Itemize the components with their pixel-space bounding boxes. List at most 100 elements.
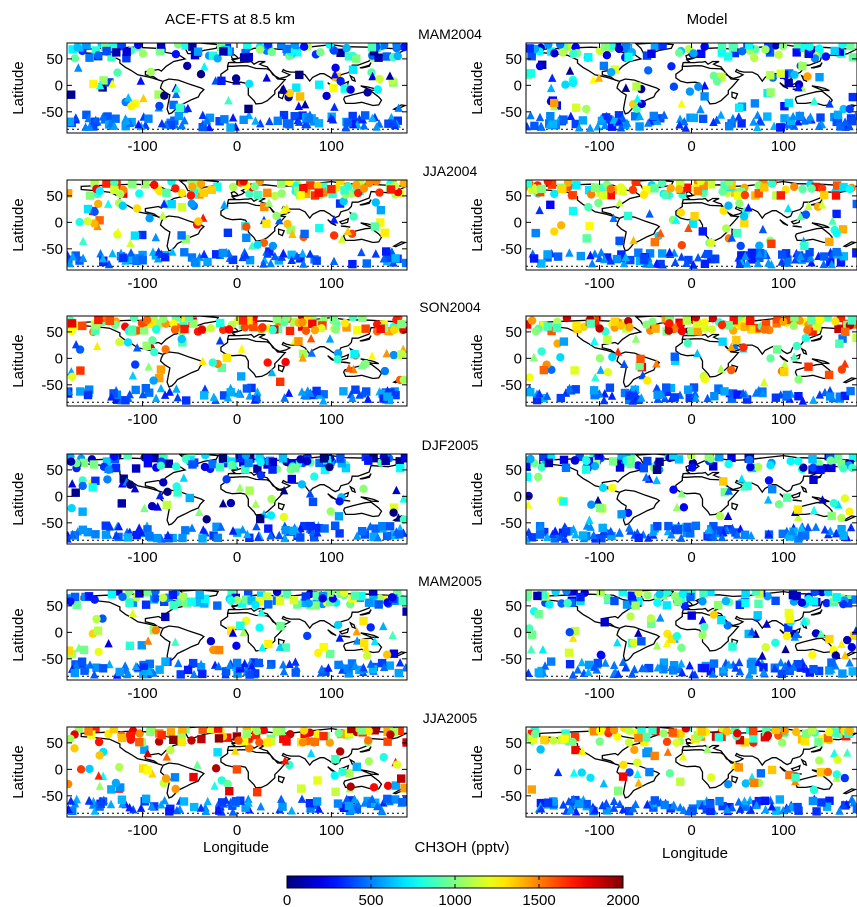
data-point-triangle	[279, 248, 288, 258]
data-point-triangle	[351, 660, 360, 670]
data-point-square	[841, 327, 850, 337]
y-tick-label: 0	[55, 488, 63, 505]
data-point-triangle	[708, 669, 718, 678]
data-point-square	[836, 258, 846, 267]
data-point-circle	[709, 610, 719, 619]
data-point-circle	[163, 487, 172, 496]
data-point-triangle	[78, 253, 88, 262]
data-point-triangle	[620, 359, 629, 368]
data-point-circle	[159, 478, 168, 487]
data-point-square	[331, 755, 340, 764]
data-point-square	[655, 457, 664, 466]
data-point-square	[785, 614, 794, 623]
data-point-square	[851, 595, 857, 604]
data-point-triangle	[275, 642, 284, 651]
data-point-square	[674, 455, 684, 464]
data-point-triangle	[324, 663, 333, 672]
data-point-square	[714, 733, 724, 742]
data-point-triangle	[199, 525, 208, 534]
data-point-square	[644, 663, 654, 673]
data-point-triangle	[529, 352, 539, 362]
y-tick-label: -50	[41, 377, 63, 394]
data-point-square	[650, 43, 660, 51]
coastline	[340, 361, 351, 364]
data-point-triangle	[669, 800, 678, 809]
data-point-circle	[537, 347, 546, 356]
data-point-triangle	[67, 804, 73, 814]
data-point-triangle	[724, 486, 733, 495]
data-point-circle	[389, 508, 398, 517]
data-point-square	[143, 766, 152, 775]
data-point-square	[188, 460, 197, 469]
data-point-square	[361, 111, 370, 120]
data-point-square	[562, 527, 571, 536]
coastline	[790, 491, 801, 499]
data-point-square	[70, 592, 80, 602]
data-point-square	[846, 43, 855, 51]
data-point-square	[364, 598, 374, 607]
data-point-triangle	[137, 527, 146, 536]
data-point-triangle	[535, 389, 544, 398]
data-point-square	[560, 734, 569, 743]
data-point-square	[102, 46, 111, 56]
data-point-circle	[839, 104, 848, 114]
data-point-triangle	[796, 211, 805, 221]
data-point-square	[725, 122, 734, 131]
data-point-triangle	[677, 252, 686, 261]
data-point-square	[185, 493, 194, 503]
data-point-square	[812, 807, 821, 816]
data-point-triangle	[200, 384, 210, 393]
coastline	[800, 347, 808, 356]
data-point-square	[700, 92, 709, 101]
y-tick-label: 0	[55, 624, 63, 641]
data-point-square	[756, 769, 766, 778]
data-point-square	[85, 191, 95, 200]
data-point-square	[852, 199, 857, 209]
data-point-triangle	[727, 233, 736, 242]
data-point-circle	[129, 316, 139, 323]
data-point-circle	[691, 316, 701, 322]
data-point-circle	[606, 184, 615, 194]
data-point-square	[352, 762, 361, 771]
data-point-triangle	[280, 533, 290, 543]
data-point-square	[823, 316, 832, 322]
data-point-circle	[771, 638, 780, 647]
data-point-square	[72, 600, 81, 609]
x-tick-label: 100	[319, 275, 344, 292]
data-point-square	[709, 659, 719, 668]
data-point-square	[200, 594, 210, 603]
data-point-circle	[803, 326, 812, 335]
data-point-square	[561, 463, 571, 472]
data-point-square	[664, 521, 673, 531]
colorbar-tick-label: 0	[283, 892, 291, 907]
data-point-circle	[70, 744, 79, 753]
data-point-triangle	[305, 249, 315, 258]
data-point-circle	[595, 737, 604, 746]
data-point-circle	[158, 593, 168, 603]
data-point-square	[778, 529, 787, 538]
data-point-triangle	[136, 76, 145, 85]
data-point-triangle	[633, 94, 642, 103]
data-point-triangle	[622, 118, 632, 127]
x-tick-label: -100	[128, 549, 158, 566]
data-point-circle	[755, 241, 764, 250]
data-point-square	[593, 658, 602, 668]
data-point-triangle	[677, 99, 686, 108]
data-point-square	[742, 395, 752, 404]
data-point-square	[238, 316, 248, 325]
coastline	[811, 222, 830, 229]
data-point-triangle	[593, 495, 603, 505]
data-point-square	[571, 119, 580, 129]
data-point-square	[700, 663, 710, 673]
data-point-square	[618, 772, 628, 781]
data-point-square	[599, 61, 609, 71]
data-point-square	[618, 590, 627, 597]
data-point-square	[822, 802, 832, 811]
data-point-square	[570, 366, 579, 375]
data-point-triangle	[526, 527, 533, 536]
data-point-square	[247, 596, 256, 605]
data-point-square	[690, 212, 699, 221]
data-point-square	[327, 185, 336, 194]
